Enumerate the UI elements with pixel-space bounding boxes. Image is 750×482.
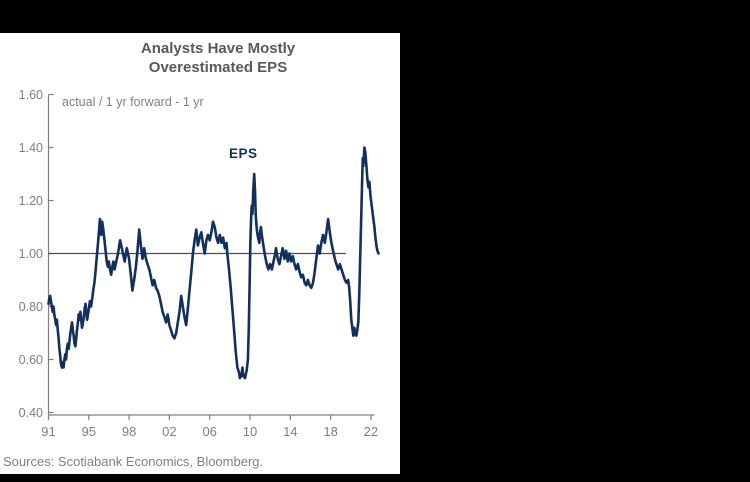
chart-title: Analysts Have Mostly Overestimated EPS	[0, 39, 436, 77]
x-tick-label: 91	[41, 424, 55, 439]
x-tick-label: 22	[364, 424, 378, 439]
chart-title-line1: Analysts Have Mostly	[140, 40, 296, 57]
chart-panel: Analysts Have Mostly Overestimated EPS 0…	[0, 33, 400, 474]
x-tick-label: 18	[323, 424, 337, 439]
y-tick-label: 0.80	[19, 300, 43, 314]
x-tick-label: 06	[202, 424, 216, 439]
chart-title-line2: Overestimated EPS	[148, 59, 288, 76]
x-tick-label: 98	[122, 424, 136, 439]
y-tick-label: 1.20	[19, 194, 43, 208]
y-tick-label: 1.40	[19, 141, 43, 155]
y-tick-label: 0.40	[19, 406, 43, 420]
y-tick-label: 1.00	[19, 247, 43, 261]
x-tick-label: 02	[162, 424, 176, 439]
series-label-eps: EPS	[229, 146, 258, 161]
y-tick-label: 1.60	[19, 88, 43, 102]
x-tick-label: 14	[283, 424, 297, 439]
axis-unit-note: actual / 1 yr forward - 1 yr	[62, 95, 204, 109]
eps-line-chart: 0.40 0.60 0.80 1.00 1.20 1.40 1.60 91 95 98 02 06 10…	[19, 88, 380, 439]
x-tick-label: 95	[82, 424, 96, 439]
x-tick-label: 10	[243, 424, 257, 439]
y-tick-label: 0.60	[19, 353, 43, 367]
sources-note: Sources: Scotiabank Economics, Bloomberg…	[3, 454, 264, 469]
eps-series-line	[47, 146, 380, 380]
